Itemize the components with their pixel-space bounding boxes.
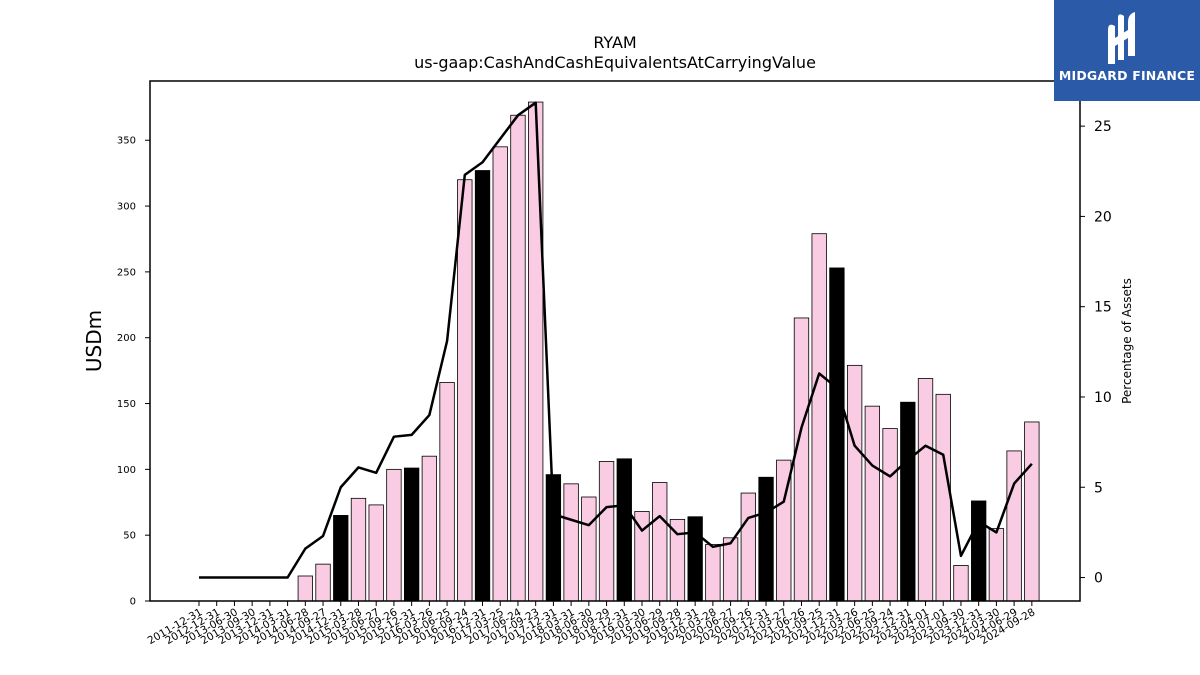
- y2-tick-label: 15: [1094, 300, 1112, 316]
- bar: [705, 543, 721, 602]
- bar: [333, 515, 349, 602]
- y2-tick-label: 25: [1094, 119, 1112, 135]
- y-tick-label: 350: [117, 136, 136, 147]
- y2-tick-label: 0: [1094, 571, 1103, 587]
- bar: [439, 382, 455, 602]
- bar: [474, 170, 491, 602]
- bar: [793, 317, 810, 602]
- logo-mark-icon: [1108, 12, 1135, 65]
- bar: [669, 518, 686, 602]
- bar: [1006, 450, 1022, 602]
- bar: [1024, 421, 1040, 602]
- y2-tick-label: 10: [1094, 390, 1112, 406]
- bar: [297, 575, 313, 602]
- bar: [864, 405, 881, 602]
- chart-subtitle: us-gaap:CashAndCashEquivalentsAtCarrying…: [414, 53, 816, 72]
- y-tick-label: 150: [117, 399, 136, 410]
- y-tick-label: 0: [130, 597, 136, 608]
- bar: [687, 516, 703, 602]
- bar: [528, 101, 544, 602]
- bar: [758, 476, 774, 602]
- bar: [988, 528, 1005, 602]
- bar: [917, 378, 934, 602]
- bar: [563, 483, 579, 602]
- bar: [315, 563, 331, 602]
- bar: [350, 497, 367, 602]
- bar: [598, 461, 615, 602]
- y-tick-label: 50: [123, 531, 136, 542]
- bar: [740, 492, 756, 602]
- bar: [457, 179, 473, 602]
- bar: [900, 401, 916, 602]
- bar: [935, 393, 951, 602]
- y-tick-label: 300: [117, 202, 136, 213]
- bar: [581, 496, 597, 602]
- y-axis-right: 0 5 10 15 20 25: [1080, 119, 1112, 587]
- y-tick-label: 100: [117, 465, 136, 476]
- percentage-line: [199, 101, 1033, 579]
- brand-logo: MIDGARD FINANCE: [1054, 0, 1200, 101]
- bar: [811, 233, 827, 602]
- chart-title: RYAM: [593, 33, 636, 52]
- plot-frame: [149, 80, 1081, 602]
- bar: [846, 364, 863, 602]
- y-axis-left: 0 50 100 150 200 250 300 350: [117, 136, 150, 608]
- bar: [421, 455, 438, 602]
- bar: [616, 458, 632, 602]
- y-axis-label: USDm: [82, 310, 106, 372]
- bar: [953, 565, 969, 602]
- bar: [368, 504, 384, 602]
- bars-layer: [297, 101, 1040, 602]
- bar: [882, 428, 898, 602]
- bar: [403, 467, 420, 602]
- bar: [652, 482, 668, 602]
- y2-axis-label: Percentage of Assets: [1120, 278, 1134, 404]
- x-axis: 2011-12-312012-12-312013-06-302013-09-30…: [146, 601, 1037, 647]
- y2-tick-label: 20: [1094, 209, 1112, 225]
- logo-text: MIDGARD FINANCE: [1058, 68, 1196, 83]
- bar: [971, 500, 987, 602]
- y-tick-label: 250: [117, 267, 136, 278]
- bar: [829, 267, 845, 602]
- y2-tick-label: 5: [1094, 480, 1103, 496]
- line-layer: [199, 101, 1033, 579]
- bar: [492, 146, 508, 602]
- bar: [510, 114, 526, 602]
- y-tick-label: 200: [117, 333, 136, 344]
- bar: [386, 468, 402, 602]
- bar: [722, 537, 739, 602]
